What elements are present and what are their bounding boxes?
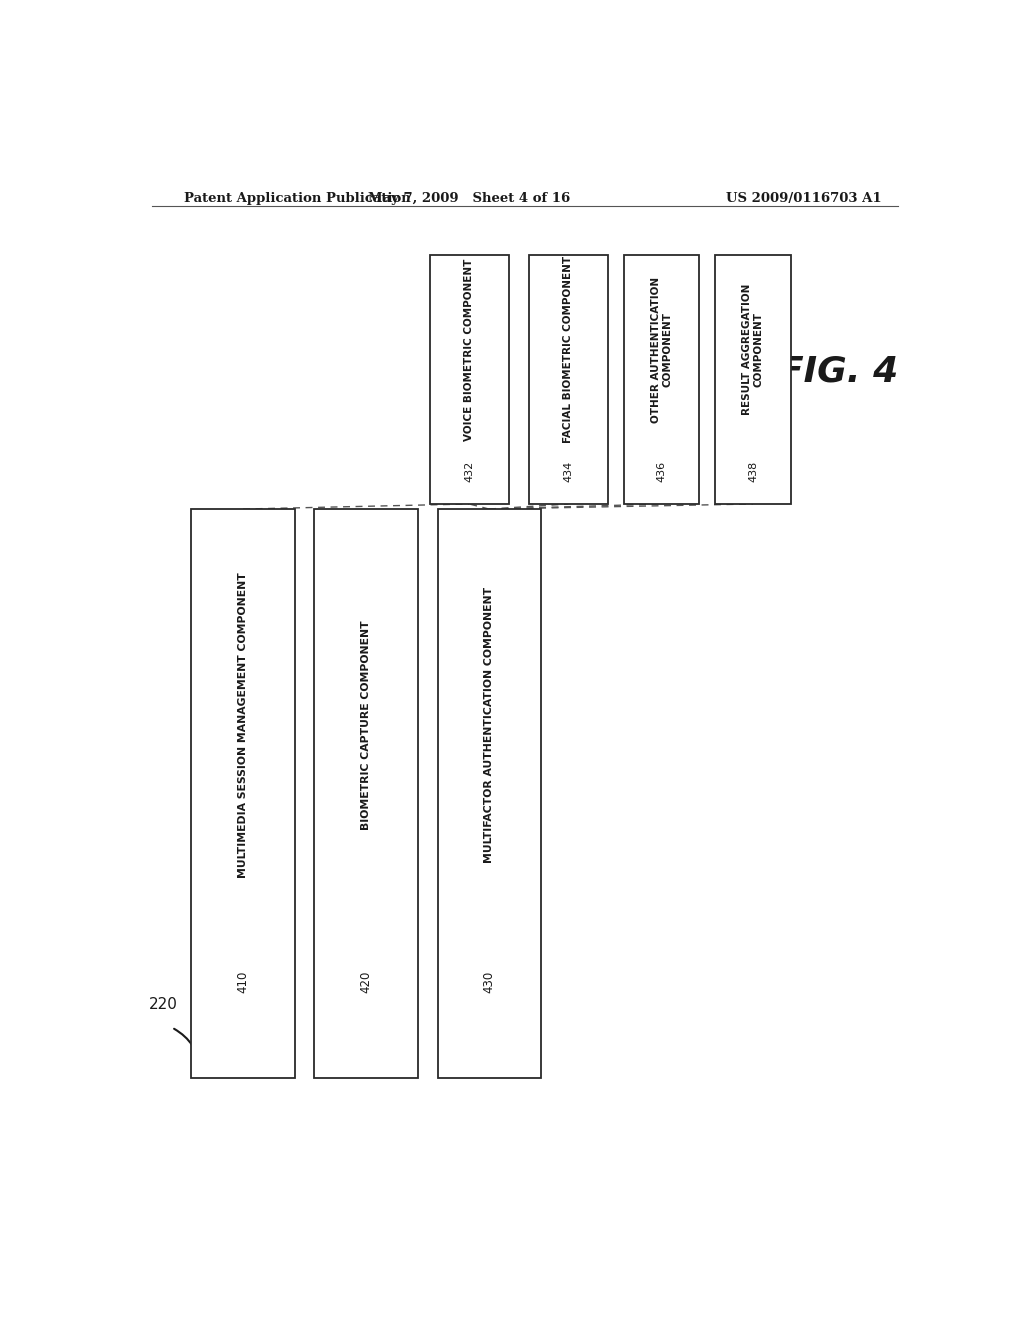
Text: OTHER AUTHENTICATION
COMPONENT: OTHER AUTHENTICATION COMPONENT [651, 276, 673, 422]
Text: 432: 432 [464, 461, 474, 482]
Bar [314, 510, 418, 1078]
Bar [624, 255, 699, 504]
Bar [715, 255, 791, 504]
Text: RESULT AGGREGATION
COMPONENT: RESULT AGGREGATION COMPONENT [742, 284, 764, 416]
Text: VOICE BIOMETRIC COMPONENT: VOICE BIOMETRIC COMPONENT [464, 259, 474, 441]
Text: 434: 434 [563, 461, 573, 482]
Text: MULTIMEDIA SESSION MANAGEMENT COMPONENT: MULTIMEDIA SESSION MANAGEMENT COMPONENT [238, 573, 248, 878]
Bar [430, 255, 509, 504]
Text: 430: 430 [482, 970, 496, 993]
Text: 410: 410 [237, 970, 250, 993]
Bar [528, 255, 608, 504]
Text: Patent Application Publication: Patent Application Publication [183, 191, 411, 205]
Text: FIG. 4: FIG. 4 [778, 355, 898, 389]
Text: 438: 438 [748, 461, 758, 482]
Bar [191, 510, 295, 1078]
Bar [437, 510, 541, 1078]
Text: May 7, 2009   Sheet 4 of 16: May 7, 2009 Sheet 4 of 16 [368, 191, 570, 205]
Text: US 2009/0116703 A1: US 2009/0116703 A1 [726, 191, 882, 205]
Text: BIOMETRIC CAPTURE COMPONENT: BIOMETRIC CAPTURE COMPONENT [361, 620, 371, 830]
Text: 220: 220 [150, 997, 178, 1012]
Text: MULTIFACTOR AUTHENTICATION COMPONENT: MULTIFACTOR AUTHENTICATION COMPONENT [484, 587, 495, 863]
Text: 420: 420 [359, 970, 373, 993]
Text: 436: 436 [656, 461, 667, 482]
Text: FACIAL BIOMETRIC COMPONENT: FACIAL BIOMETRIC COMPONENT [563, 256, 573, 444]
